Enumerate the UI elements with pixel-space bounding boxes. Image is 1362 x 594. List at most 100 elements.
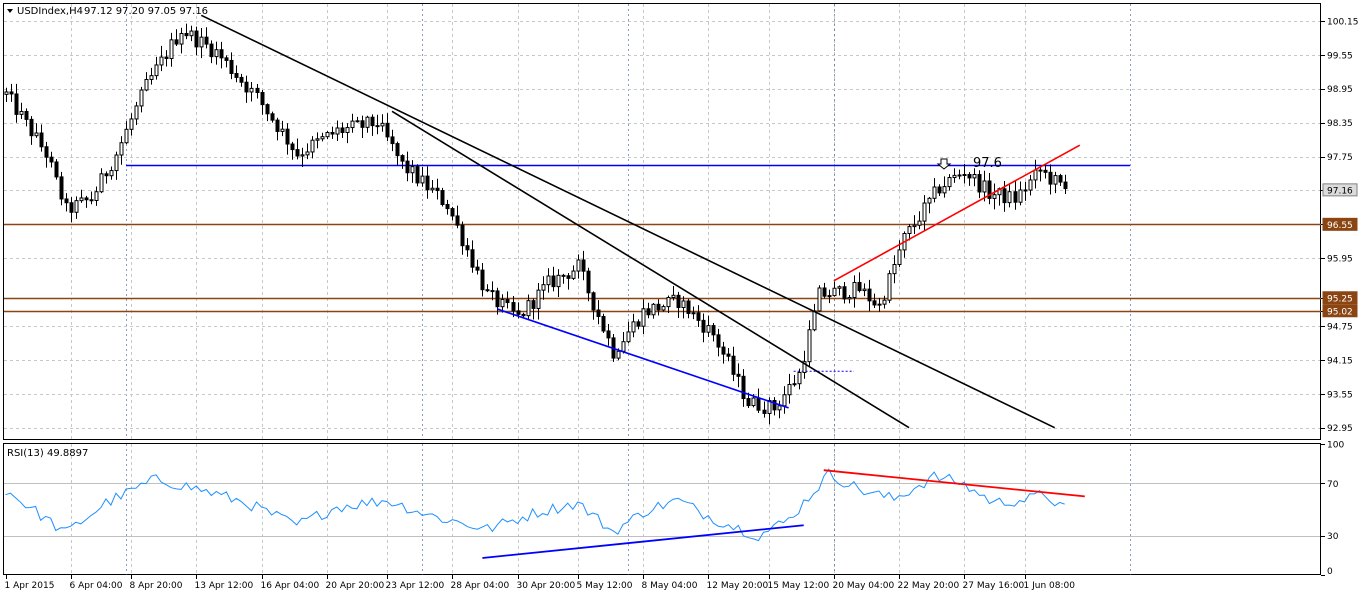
candle-body <box>89 199 94 202</box>
candle-body <box>621 341 626 352</box>
candle-body <box>455 215 460 226</box>
candle-body <box>74 200 79 213</box>
candle-body <box>9 91 14 95</box>
candle-body <box>255 87 260 93</box>
time-axis-label: 28 Apr 04:00 <box>451 581 510 591</box>
candle-body <box>681 300 686 309</box>
candle-body <box>435 187 440 192</box>
rsi-indicator <box>4 468 1320 559</box>
candle-body <box>355 120 360 123</box>
candle-body <box>1033 169 1038 181</box>
candle-body <box>817 287 822 312</box>
candle-body <box>164 56 169 60</box>
candle-body <box>405 160 410 174</box>
candle-body <box>214 49 219 58</box>
time-axis-label: 23 Apr 12:00 <box>386 581 445 591</box>
candle-body <box>797 371 802 385</box>
candle-body <box>967 173 972 179</box>
candle-body <box>390 136 395 145</box>
time-axis-label: 12 May 20:00 <box>707 581 769 591</box>
time-axis-label: 6 Apr 04:00 <box>70 581 123 591</box>
time-axis-label: 1 Apr 2015 <box>5 581 55 591</box>
price-axis-label: 99.55 <box>1327 51 1353 61</box>
candle-body <box>290 143 295 151</box>
candle-body <box>521 313 526 317</box>
candle-body <box>1023 189 1028 192</box>
candle-body <box>370 116 375 127</box>
candle-body <box>1013 191 1018 203</box>
candle-body <box>832 287 837 297</box>
candle-body <box>772 400 777 411</box>
candle-body <box>94 191 99 201</box>
candle-body <box>365 116 370 128</box>
candle-body <box>877 303 882 306</box>
candle-body <box>305 151 310 156</box>
candle-body <box>1018 189 1023 203</box>
candle-body <box>711 325 716 336</box>
candle-body <box>746 398 751 407</box>
price-axis-label: 97.75 <box>1327 153 1353 163</box>
candle-body <box>169 39 174 60</box>
price-level-box <box>1322 291 1358 305</box>
level-annotation-label: 97.6 <box>973 156 1002 171</box>
rsi-line <box>5 468 1065 542</box>
rsi-axis-label: 30 <box>1327 532 1339 542</box>
candle-body <box>827 295 832 298</box>
time-axis-label: 5 May 12:00 <box>577 581 633 591</box>
candle-body <box>541 284 546 291</box>
rsi-axis-label: 70 <box>1327 480 1339 490</box>
candle-body <box>957 174 962 177</box>
candle-body <box>837 286 842 289</box>
candle-body <box>14 93 19 115</box>
candle-body <box>726 353 731 357</box>
rsi-label: RSI(13) 49.8897 <box>7 448 88 459</box>
candle-body <box>842 286 847 300</box>
candle-body <box>44 146 49 158</box>
candle-body <box>631 321 636 333</box>
candle-body <box>556 274 561 288</box>
candle-body <box>285 128 290 145</box>
candle-body <box>445 204 450 210</box>
level-annotation: 97.6 <box>936 156 1002 171</box>
chevron-down-icon[interactable] <box>7 9 13 13</box>
candle-body <box>601 315 606 332</box>
candle-body <box>400 155 405 162</box>
candle-body <box>912 224 917 228</box>
candle-body <box>470 249 475 268</box>
candle-body <box>1048 171 1053 185</box>
candle-body <box>465 245 470 251</box>
candle-body <box>59 176 64 200</box>
candle-body <box>867 288 872 302</box>
candle-body <box>265 104 270 115</box>
candle-body <box>977 174 982 193</box>
candle-body <box>802 361 807 373</box>
time-axis: 1 Apr 2015 6 Apr 04:00 8 Apr 20:00 13 Apr 1… <box>5 575 1075 591</box>
candle-body <box>932 186 937 199</box>
candle-body <box>19 110 24 115</box>
candle-body <box>927 197 932 204</box>
candle-body <box>551 275 556 288</box>
candle-body <box>787 383 792 396</box>
price-axis-label: 95.25 <box>1327 294 1353 304</box>
candle-body <box>380 122 385 127</box>
current-price-box <box>1322 183 1358 197</box>
candle-body <box>485 289 490 292</box>
candle-body <box>1038 169 1043 172</box>
candle-body <box>526 300 531 317</box>
candle-body <box>671 294 676 298</box>
price-axis-label: 94.15 <box>1327 356 1353 366</box>
candle-body <box>982 180 987 193</box>
rsi-axis-label: 0 <box>1327 567 1333 577</box>
candle-body <box>119 142 124 156</box>
candle-body <box>937 186 942 194</box>
candle-body <box>792 383 797 386</box>
candle-body <box>420 175 425 184</box>
candle-body <box>440 190 445 206</box>
candle-body <box>234 73 239 78</box>
candle-body <box>114 154 119 172</box>
candle-body <box>676 294 681 309</box>
symbol-label: USDIndex,H4 <box>17 6 83 17</box>
candle-body <box>224 57 229 61</box>
candle-body <box>741 375 746 400</box>
trend-line-black <box>391 110 910 429</box>
